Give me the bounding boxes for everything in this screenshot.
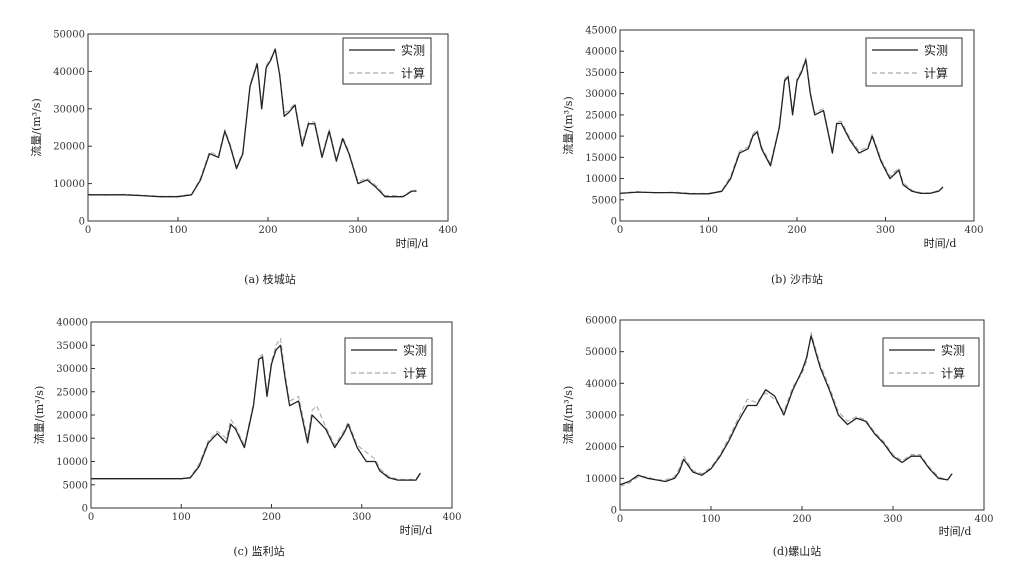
legend-label: 计算 bbox=[403, 366, 427, 381]
y-tick-label: 30000 bbox=[585, 89, 617, 100]
series-group bbox=[88, 48, 417, 198]
y-tick-label: 25000 bbox=[585, 110, 617, 121]
x-tick-label: 400 bbox=[974, 514, 993, 525]
x-tick-label: 100 bbox=[172, 512, 191, 523]
y-tick-label: 0 bbox=[82, 504, 88, 515]
legend-label: 计算 bbox=[941, 366, 965, 381]
x-tick-label: 400 bbox=[438, 225, 457, 236]
chart-panel-3: 0 5000 10000 15000 20000 25000 30000 35000 40000… bbox=[32, 318, 462, 559]
x-tick-label: 100 bbox=[168, 225, 187, 236]
x-tick-label: 200 bbox=[787, 225, 806, 236]
y-tick-label: 20000 bbox=[56, 411, 88, 422]
y-tick-label: 35000 bbox=[56, 341, 88, 352]
y-tick-label: 20000 bbox=[585, 442, 617, 453]
x-tick-label: 200 bbox=[262, 512, 281, 523]
y-tick-label: 40000 bbox=[56, 318, 88, 329]
legend-box bbox=[882, 337, 980, 387]
legend-label: 计算 bbox=[401, 66, 425, 81]
y-tick-label: 10000 bbox=[53, 179, 85, 190]
y-axis-label: 流量/(m³/s) bbox=[561, 386, 575, 444]
y-tick-label: 45000 bbox=[585, 26, 617, 37]
y-tick-label: 30000 bbox=[585, 411, 617, 422]
x-tick-label: 300 bbox=[883, 514, 902, 525]
y-tick-label: 25000 bbox=[56, 387, 88, 398]
x-tick-label: 300 bbox=[876, 225, 895, 236]
x-tick-label: 0 bbox=[617, 225, 623, 236]
y-tick-label: 50000 bbox=[53, 30, 85, 41]
y-tick-label: 5000 bbox=[592, 195, 617, 206]
chart-panel-4: 0 10000 20000 30000 40000 50000 60000 0 100 200 30… bbox=[561, 316, 994, 559]
legend-box bbox=[344, 337, 433, 385]
x-tick-label: 300 bbox=[352, 512, 371, 523]
y-tick-label: 0 bbox=[611, 217, 617, 228]
y-tick-label: 20000 bbox=[585, 132, 617, 143]
y-tick-label: 15000 bbox=[56, 434, 88, 445]
legend-box bbox=[865, 37, 963, 87]
y-axis-label: 流量/(m³/s) bbox=[32, 386, 46, 444]
y-tick-label: 10000 bbox=[56, 457, 88, 468]
y-tick-label: 50000 bbox=[585, 347, 617, 358]
x-tick-label: 300 bbox=[348, 225, 367, 236]
y-axis-label: 流量/(m³/s) bbox=[29, 98, 43, 156]
series-group bbox=[91, 337, 421, 481]
y-tick-label: 0 bbox=[611, 506, 617, 517]
x-axis-label: 时间/d bbox=[939, 525, 972, 538]
y-tick-label: 40000 bbox=[585, 379, 617, 390]
chart-panel-1: 0 10000 20000 30000 40000 50000 0 100 200 300 400 流… bbox=[29, 30, 458, 287]
y-tick-label: 40000 bbox=[585, 47, 617, 58]
series-line-measured bbox=[620, 335, 953, 486]
panel-caption: (a) 枝城站 bbox=[244, 272, 296, 286]
y-tick-label: 35000 bbox=[585, 68, 617, 79]
legend-label: 计算 bbox=[924, 66, 948, 81]
legend-label: 实测 bbox=[403, 343, 427, 358]
x-tick-label: 100 bbox=[701, 514, 720, 525]
panel-caption: (b) 沙市站 bbox=[771, 272, 823, 286]
panel-caption: (d)螺山站 bbox=[773, 544, 822, 558]
x-axis-label: 时间/d bbox=[396, 237, 429, 250]
x-axis-label: 时间/d bbox=[400, 524, 433, 537]
y-tick-label: 10000 bbox=[585, 174, 617, 185]
y-tick-label: 10000 bbox=[585, 474, 617, 485]
y-tick-label: 60000 bbox=[585, 316, 617, 327]
series-line-measured bbox=[91, 344, 421, 481]
series-group bbox=[620, 57, 944, 195]
series-group bbox=[620, 332, 953, 487]
x-axis-label: 时间/d bbox=[924, 237, 957, 250]
y-tick-label: 30000 bbox=[53, 104, 85, 115]
y-tick-label: 5000 bbox=[63, 480, 88, 491]
x-tick-label: 0 bbox=[85, 225, 91, 236]
y-tick-label: 20000 bbox=[53, 142, 85, 153]
x-tick-label: 0 bbox=[617, 514, 623, 525]
legend-box bbox=[342, 37, 432, 85]
panel-caption: (c) 监利站 bbox=[233, 544, 284, 558]
series-line-calculated bbox=[91, 337, 421, 481]
x-tick-label: 200 bbox=[792, 514, 811, 525]
x-tick-label: 0 bbox=[88, 512, 94, 523]
y-tick-label: 15000 bbox=[585, 153, 617, 164]
y-tick-label: 40000 bbox=[53, 67, 85, 78]
x-tick-label: 400 bbox=[442, 512, 461, 523]
series-line-calculated bbox=[620, 332, 953, 487]
series-line-measured bbox=[88, 48, 417, 198]
x-tick-label: 100 bbox=[699, 225, 718, 236]
series-line-measured bbox=[620, 59, 944, 195]
legend-label: 实测 bbox=[401, 43, 425, 58]
x-tick-label: 400 bbox=[964, 225, 983, 236]
x-tick-label: 200 bbox=[258, 225, 277, 236]
chart-panel-2: 0 5000 10000 15000 20000 25000 30000 35000 40000… bbox=[561, 26, 984, 287]
series-line-calculated bbox=[620, 57, 944, 194]
y-tick-label: 30000 bbox=[56, 364, 88, 375]
y-tick-label: 0 bbox=[79, 217, 85, 228]
y-axis-label: 流量/(m³/s) bbox=[561, 96, 575, 154]
legend-label: 实测 bbox=[924, 43, 948, 58]
legend-label: 实测 bbox=[941, 343, 965, 358]
